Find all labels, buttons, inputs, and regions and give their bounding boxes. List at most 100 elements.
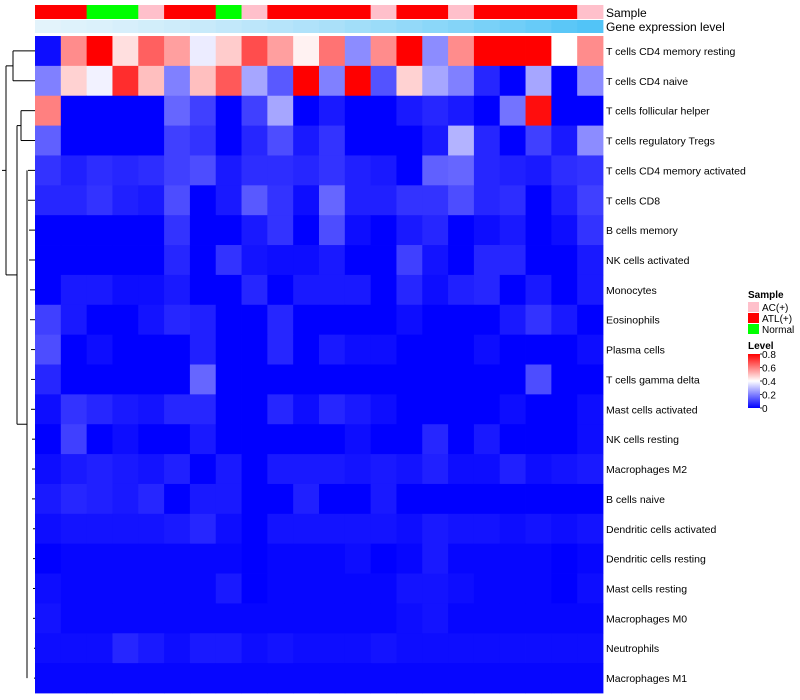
heatmap-cell [293,304,320,336]
heatmap-cell [370,513,397,545]
heatmap-cell [370,185,397,216]
sample-annotation-cell [577,5,604,19]
heatmap-cell [370,543,397,574]
heatmap-cell [473,663,501,694]
heatmap-cell [448,334,475,365]
heatmap-cell [293,603,320,634]
heatmap-cell [293,424,320,455]
heatmap-cell [319,95,346,126]
heatmap-cell [86,125,113,156]
heatmap-cell [525,663,552,694]
heatmap-cell [138,424,165,455]
heatmap-cell [138,394,165,425]
heatmap-cell [241,185,268,216]
heatmap-cell [577,304,604,336]
heatmap-cell [370,573,397,604]
heatmap-cell [35,603,62,634]
heatmap-cell [189,454,217,485]
heatmap-cell [448,424,475,455]
heatmap-cell [138,36,165,67]
heatmap-cell [448,364,475,395]
heatmap-cell [215,394,242,425]
heatmap-cell [138,65,165,97]
expression-annotation-cell [267,20,294,33]
heatmap-cell [422,633,449,664]
heatmap-cell [499,95,526,126]
heatmap-cell [319,603,346,634]
heatmap-cell [577,215,604,246]
level-legend-tick-label: 0 [762,404,768,415]
heatmap-cell [267,95,294,126]
row-label: Mast cells resting [606,583,687,595]
heatmap-cell [319,513,346,545]
heatmap-cell [499,394,526,425]
expression-annotation-cell [164,20,191,33]
heatmap-cell [577,573,604,604]
heatmap-cell [344,633,372,664]
heatmap-cell [189,573,217,604]
sample-annotation-cell [35,5,62,19]
row-label: NK cells resting [606,434,679,446]
heatmap-cell [241,633,268,664]
heatmap-cell [86,95,113,126]
heatmap-cell [422,573,449,604]
heatmap-cell [60,215,88,246]
heatmap-cell [473,364,501,395]
heatmap-cell [241,65,268,97]
heatmap-cell [35,274,62,306]
sample-annotation-cell [189,5,217,19]
heatmap-cell [577,185,604,216]
heatmap-cell [422,483,449,515]
sample-annotation-cell [293,5,320,19]
heatmap-cell [396,185,423,216]
heatmap-cell [499,215,526,246]
heatmap-cell [241,603,268,634]
heatmap-cell [396,483,423,515]
heatmap-cell [241,573,268,604]
heatmap-cell [473,543,501,574]
heatmap-cell [241,364,268,395]
heatmap-cell [164,65,191,97]
heatmap-cell [473,36,501,67]
heatmap-cell [189,603,217,634]
heatmap-cell [396,394,423,425]
heatmap-cell [577,543,604,574]
heatmap-cell [60,633,88,664]
heatmap-cell [112,543,139,574]
heatmap-cell [577,155,604,186]
heatmap-cell [319,36,346,67]
heatmap-cell [396,424,423,455]
heatmap-cell [293,573,320,604]
heatmap-cell [473,245,501,276]
heatmap-cell [35,304,62,336]
heatmap-cell [319,573,346,604]
heatmap-cell [344,364,372,395]
heatmap-cell [396,274,423,306]
heatmap-cell [422,125,449,156]
heatmap-cell [60,663,88,694]
heatmap-cell [370,663,397,694]
heatmap-cell [396,304,423,336]
heatmap-cell [396,245,423,276]
heatmap-cell [164,424,191,455]
heatmap-cell [293,125,320,156]
heatmap-cell [473,454,501,485]
heatmap-cell [60,603,88,634]
heatmap-cell [525,125,552,156]
expression-annotation-cell [319,20,346,33]
heatmap-cell [86,663,113,694]
heatmap-cell [319,394,346,425]
heatmap-cell [86,155,113,186]
heatmap-cell [60,543,88,574]
heatmap-cell [164,334,191,365]
row-label: T cells follicular helper [606,106,710,118]
heatmap-cell [448,65,475,97]
heatmap-cell [293,483,320,515]
sample-annotation-cell [396,5,423,19]
heatmap-cell [525,483,552,515]
heatmap-cell [86,483,113,515]
row-label: Mast cells activated [606,404,698,416]
heatmap-cell [138,513,165,545]
heatmap-cell [370,65,397,97]
expression-annotation-cell [35,20,62,33]
